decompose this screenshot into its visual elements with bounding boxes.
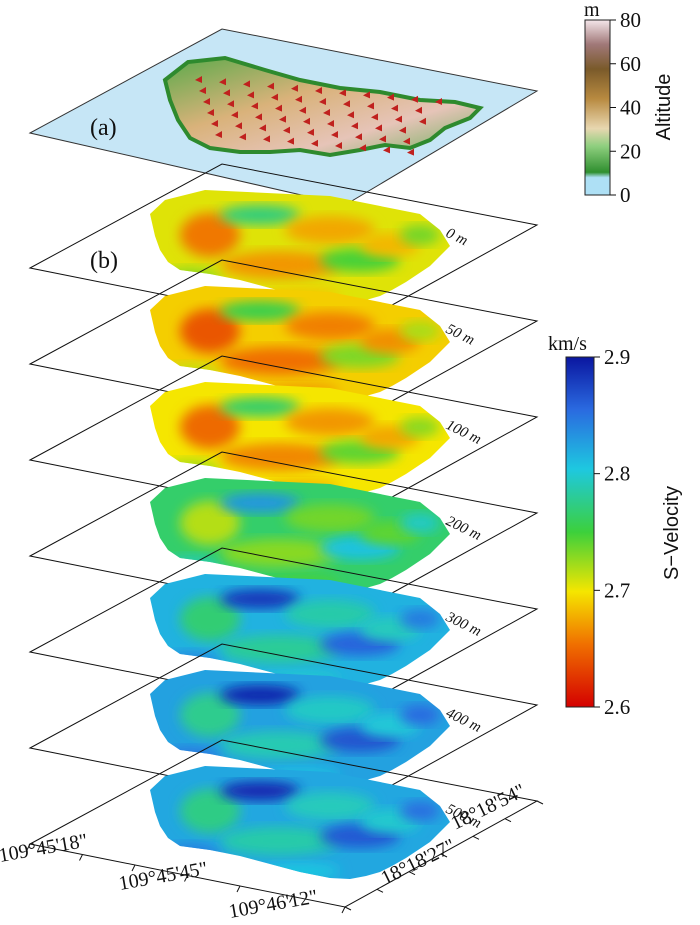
depth-slice: 200 m: [28, 451, 539, 620]
depth-label: 100 m: [443, 417, 483, 448]
station-marker: [307, 128, 314, 136]
station-marker: [271, 93, 278, 101]
longitude-label-1: 109°45'18": [0, 830, 89, 867]
depth-label: 300 m: [442, 609, 483, 640]
station-marker: [411, 95, 418, 103]
station-marker: [379, 135, 386, 143]
panel-a-label: (a): [90, 115, 117, 141]
station-marker: [287, 137, 294, 145]
station-marker: [255, 113, 262, 121]
station-marker: [207, 109, 214, 116]
station-marker: [227, 100, 234, 108]
station-marker: [215, 131, 222, 138]
station-marker: [399, 126, 406, 134]
station-marker: [251, 102, 258, 110]
station-marker: [371, 113, 378, 121]
topography-panel: (a): [28, 28, 539, 206]
station-marker: [347, 111, 354, 119]
colorbar-tick-label: 40: [620, 96, 641, 120]
station-marker: [351, 122, 358, 130]
panel-b-label: (b): [90, 248, 118, 274]
station-marker: [247, 91, 254, 99]
station-marker: [343, 100, 350, 108]
depth-label: 400 m: [443, 705, 483, 736]
station-marker: [219, 78, 226, 86]
velocity-colorbar-ramp: [565, 356, 595, 708]
station-marker: [339, 89, 346, 97]
velocity-title: S−Velocity: [661, 486, 683, 580]
station-marker: [327, 120, 334, 127]
station-marker: [311, 139, 318, 147]
station-marker: [335, 142, 342, 149]
station-marker: [275, 104, 282, 112]
station-marker: [319, 98, 326, 105]
station-marker: [383, 146, 390, 154]
station-marker: [359, 144, 366, 152]
station-marker: [391, 104, 398, 112]
station-marker: [367, 102, 374, 110]
colorbar-tick-label: 2.6: [604, 695, 630, 719]
colorbar-tick-label: 0: [620, 183, 631, 207]
station-marker: [235, 122, 242, 130]
station-markers: [195, 76, 442, 156]
colorbar-tick-label: 2.7: [604, 578, 630, 602]
station-marker: [195, 76, 202, 83]
station-marker: [231, 111, 238, 119]
station-marker: [199, 87, 206, 94]
station-marker: [363, 91, 370, 99]
station-marker: [315, 87, 322, 94]
colorbar-tick-label: 2.9: [604, 345, 630, 369]
station-marker: [407, 148, 414, 156]
altitude-unit: m: [584, 0, 600, 21]
colorbar-tick-label: 80: [620, 8, 641, 32]
station-marker: [239, 133, 246, 141]
station-marker: [279, 115, 286, 123]
station-marker: [415, 106, 422, 114]
station-marker: [355, 133, 362, 141]
station-marker: [267, 82, 274, 90]
station-marker: [387, 93, 394, 101]
station-marker: [203, 98, 210, 105]
station-marker: [259, 124, 266, 132]
velocity-colorbar: km/s 2.6 2.7 2.8 2.9 S−Velocity: [548, 333, 683, 719]
station-marker: [331, 131, 338, 138]
station-marker: [243, 80, 250, 88]
station-marker: [263, 135, 270, 143]
station-marker: [291, 84, 298, 92]
altitude-colorbar: m 0 20 40 60 80 Altitude: [584, 0, 675, 207]
velocity-field: [150, 478, 450, 591]
colorbar-tick-label: 20: [620, 139, 641, 163]
station-marker: [419, 117, 426, 125]
colorbar-tick-label: 2.8: [604, 462, 630, 486]
colorbar-tick-label: 60: [620, 52, 641, 76]
station-marker: [403, 137, 410, 145]
station-marker: [303, 117, 310, 125]
station-marker: [375, 124, 382, 132]
station-marker: [435, 98, 442, 105]
longitude-label-2: 109°45'45": [117, 858, 209, 895]
depth-label: 50 m: [443, 321, 477, 348]
depth-label: 200 m: [443, 513, 483, 544]
station-marker: [283, 126, 290, 134]
station-marker: [395, 115, 402, 123]
altitude-colorbar-ramp: [584, 19, 611, 196]
longitude-label-3: 109°46'12": [227, 886, 319, 923]
station-marker: [223, 89, 230, 97]
altitude-title: Altitude: [653, 74, 675, 141]
velocity-unit: km/s: [548, 333, 587, 355]
station-marker: [299, 106, 306, 114]
axis-ticks: [26, 800, 544, 914]
station-marker: [211, 120, 218, 127]
station-marker: [295, 95, 302, 103]
station-marker: [323, 109, 330, 116]
